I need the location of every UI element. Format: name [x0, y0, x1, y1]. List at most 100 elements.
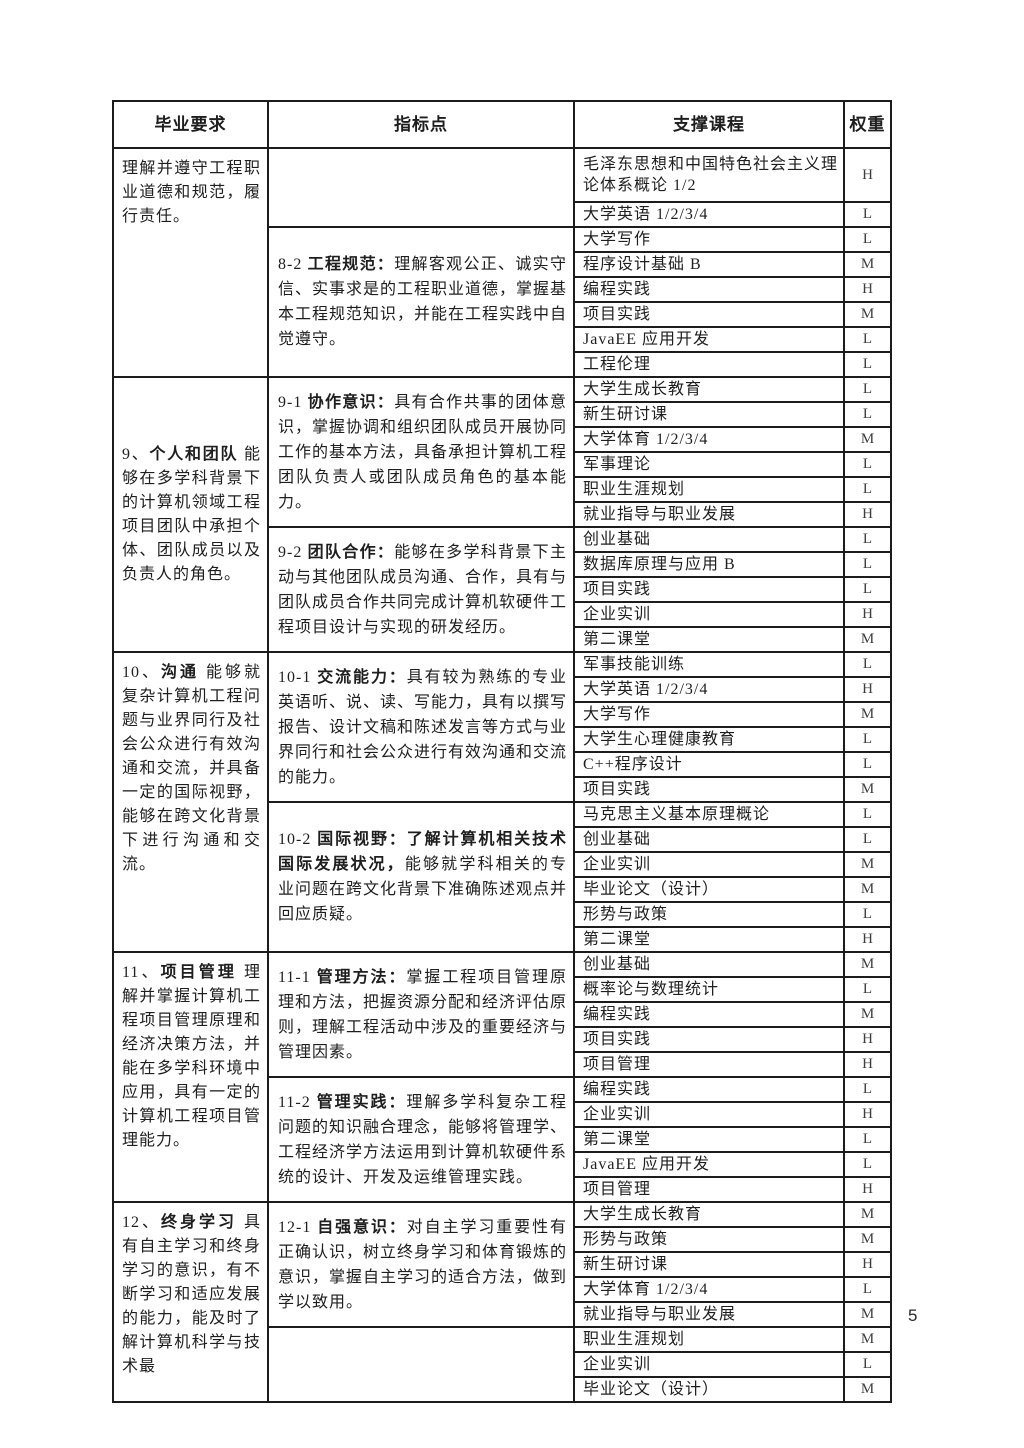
weight-cell: M — [843, 1226, 892, 1253]
indicator-description: 理解客观公正、诚实守信、实事求是的工程职业道德，掌握基本工程规范知识，并能在工程… — [278, 256, 568, 348]
requirement-description: 能够就复杂计算机工程问题与业界同行及社会公众进行有效沟通和交流，并具备一定的国际… — [122, 664, 261, 873]
graduation-requirements-table: 毕业要求 指标点 支撑课程 权重 理解并遵守工程职业道德和规范，履行责任。 毛泽东… — [112, 100, 892, 1403]
course-name-cell: 创业基础 — [573, 826, 845, 853]
requirement-cell: 9、个人和团队 能够在多学科背景下的计算机领域工程项目团队中承担个体、团队成员以… — [112, 376, 269, 653]
course-row: 10-2 国际视野：了解计算机相关技术国际发展状况，能够就学科相关的专业问题在跨… — [113, 801, 892, 953]
course-name-cell: C++程序设计 — [573, 751, 845, 778]
course-name-cell: 项目实践 — [573, 301, 845, 328]
course-name-cell: 新生研讨课 — [573, 401, 845, 428]
weight-cell: H — [843, 601, 892, 628]
course-row: 项目管理 H — [113, 1051, 892, 1078]
course-name-cell: 毕业论文（设计） — [573, 876, 845, 903]
course-row: 就业指导与职业发展 M — [113, 1301, 892, 1328]
course-row: 大学写作 M — [113, 701, 892, 728]
weight-cell: L — [843, 551, 892, 578]
requirement-description: 能够在多学科背景下的计算机领域工程项目团队中承担个体、团队成员以及负责人的角色。 — [122, 445, 261, 583]
weight-cell: L — [843, 376, 892, 403]
course-row: 概率论与数理统计 L — [113, 976, 892, 1003]
course-name-cell: 大学英语 1/2/3/4 — [573, 676, 845, 703]
course-name-cell: 大学体育 1/2/3/4 — [573, 426, 845, 453]
indicator-cell: 9-1 协作意识：具有合作共事的团体意识，掌握协调和组织团队成员开展协同工作的基… — [267, 376, 575, 528]
indicator-description: 掌握工程项目管理原理和方法，把握资源分配和经济评估原则，理解工程活动中涉及的重要… — [278, 968, 568, 1061]
course-name-cell: 项目实践 — [573, 576, 845, 603]
course-name-cell: 程序设计基础 B — [573, 251, 845, 278]
weight-cell: L — [843, 901, 892, 928]
course-row: C++程序设计 L — [113, 751, 892, 778]
course-row: 编程实践 M — [113, 1001, 892, 1028]
course-name-cell: 企业实训 — [573, 1351, 845, 1378]
requirement-cell: 理解并遵守工程职业道德和规范，履行责任。 — [112, 147, 269, 378]
course-name-cell: 军事技能训练 — [573, 651, 845, 678]
indicator-title: 交流能力： — [317, 668, 407, 686]
course-name-cell: 第二课堂 — [573, 626, 845, 653]
weight-cell: L — [843, 751, 892, 778]
course-row: 企业实训 H — [113, 1101, 892, 1128]
course-name-cell: 项目实践 — [573, 776, 845, 803]
indicator-cell: 10-1 交流能力：具有较为熟练的专业英语听、说、读、写能力，具有以撰写报告、设… — [267, 651, 575, 803]
weight-cell: M — [843, 251, 892, 278]
indicator-cell: 8-2 工程规范：理解客观公正、诚实守信、实事求是的工程职业道德，掌握基本工程规… — [267, 226, 575, 378]
course-name-cell: 军事理论 — [573, 451, 845, 478]
weight-cell: L — [843, 1351, 892, 1378]
course-row: JavaEE 应用开发 L — [113, 1151, 892, 1178]
course-row: 职业生涯规划 M — [113, 1326, 892, 1403]
requirement-title: 项目管理 — [160, 964, 237, 981]
course-name-cell: 企业实训 — [573, 601, 845, 628]
indicator-number: 11-1 — [278, 968, 317, 986]
weight-cell: M — [843, 701, 892, 728]
weight-cell: M — [843, 1376, 892, 1403]
course-row: 工程伦理 L — [113, 351, 892, 378]
course-name-cell: 创业基础 — [573, 526, 845, 553]
requirement-title: 沟通 — [161, 664, 199, 681]
weight-cell: L — [843, 826, 892, 853]
weight-cell: H — [843, 926, 892, 953]
course-row: 10、沟通 能够就复杂计算机工程问题与业界同行及社会公众进行有效沟通和交流，并具… — [112, 651, 892, 953]
course-name-cell: 大学生成长教育 — [573, 1201, 845, 1228]
weight-cell: H — [843, 1051, 892, 1078]
course-row: 企业实训 M — [113, 851, 892, 878]
weight-cell: H — [843, 1101, 892, 1128]
course-row: 第二课堂 M — [113, 626, 892, 653]
weight-cell: H — [843, 1251, 892, 1278]
course-name-cell: 编程实践 — [573, 276, 845, 303]
course-row: JavaEE 应用开发 L — [113, 326, 892, 353]
weight-cell: L — [843, 801, 892, 828]
indicator-title: 管理实践： — [316, 1093, 407, 1111]
course-row: 大学体育 1/2/3/4 M — [113, 426, 892, 453]
indicator-cell: 11-1 管理方法：掌握工程项目管理原理和方法，把握资源分配和经济评估原则，理解… — [267, 951, 575, 1078]
indicator-title: 管理方法： — [316, 968, 407, 986]
indicator-number: 10-2 — [278, 831, 318, 848]
course-row: 8-2 工程规范：理解客观公正、诚实守信、实事求是的工程职业道德，掌握基本工程规… — [113, 226, 892, 378]
requirement-description: 理解并掌握计算机工程项目管理原理和经济决策方法，并能在多学科环境中应用，具有一定… — [122, 964, 261, 1149]
indicator-description: 能够在多学科背景下主动与其他团队成员沟通、合作，具有与团队成员合作共同完成计算机… — [278, 543, 568, 636]
weight-cell: M — [843, 776, 892, 803]
course-name-cell: 第二课堂 — [573, 926, 845, 953]
weight-cell: H — [843, 676, 892, 703]
indicator-title: 协作意识： — [307, 393, 395, 411]
weight-cell: M — [843, 1001, 892, 1028]
weight-cell: H — [843, 147, 892, 203]
weight-cell: H — [843, 1176, 892, 1203]
indicator-description: 具有较为熟练的专业英语听、说、读、写能力，具有以撰写报告、设计文稿和陈述发言等方… — [278, 668, 568, 786]
course-name-cell: 大学英语 1/2/3/4 — [573, 201, 845, 228]
course-name-cell: 大学体育 1/2/3/4 — [573, 1276, 845, 1303]
course-name-cell: 项目管理 — [573, 1176, 845, 1203]
weight-cell: M — [843, 1201, 892, 1228]
course-row: 项目实践 L — [113, 576, 892, 603]
course-name-cell: 职业生涯规划 — [573, 1326, 845, 1353]
course-row: 形势与政策 L — [113, 901, 892, 928]
course-row: 项目实践 M — [113, 776, 892, 803]
course-row: 新生研讨课 L — [113, 401, 892, 428]
requirement-number: 11、 — [122, 964, 161, 981]
course-row: 企业实训 L — [113, 1351, 892, 1378]
course-row: 9-2 团队合作：能够在多学科背景下主动与其他团队成员沟通、合作，具有与团队成员… — [113, 526, 892, 653]
indicator-cell: 12-1 自强意识：对自主学习重要性有正确认识，树立终身学习和体育锻炼的意识，掌… — [267, 1201, 575, 1328]
indicator-cell: 9-2 团队合作：能够在多学科背景下主动与其他团队成员沟通、合作，具有与团队成员… — [267, 526, 575, 653]
course-name-cell: 马克思主义基本原理概论 — [573, 801, 845, 828]
requirement-number: 10、 — [122, 664, 161, 681]
course-name-cell: 新生研讨课 — [573, 1251, 845, 1278]
course-name-cell: 企业实训 — [573, 1101, 845, 1128]
weight-cell: L — [843, 226, 892, 253]
course-name-cell: 职业生涯规划 — [573, 476, 845, 503]
indicator-number: 9-2 — [278, 543, 308, 561]
